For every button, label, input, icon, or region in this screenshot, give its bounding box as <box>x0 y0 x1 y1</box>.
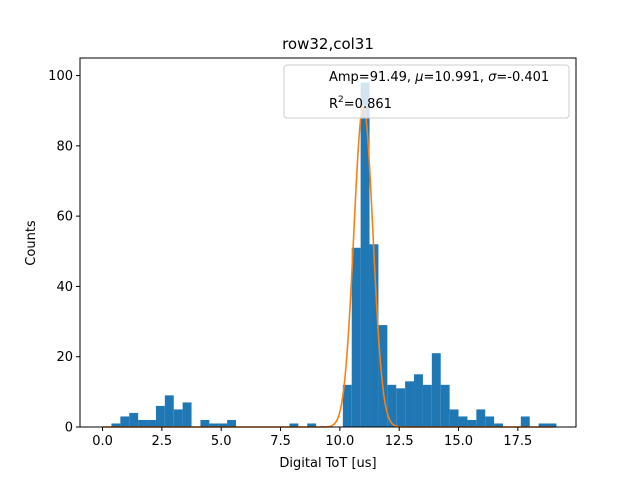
legend-r-text: R <box>329 97 338 112</box>
legend-mu-value: =10.991, <box>423 70 488 85</box>
legend-r-superscript: 2 <box>338 95 344 105</box>
y-tick-label: 80 <box>56 139 73 154</box>
histogram-bar <box>138 419 148 427</box>
y-axis-label: Counts <box>24 220 39 266</box>
histogram-bar <box>164 395 174 427</box>
histogram-bar <box>440 384 450 427</box>
x-tick-label: 2.5 <box>152 434 173 449</box>
x-axis-ticks: 0.0 2.5 5.0 7.5 10.0 12.5 15.0 17.5 <box>92 427 532 449</box>
histogram-bar <box>387 384 397 427</box>
chart-title: row32,col31 <box>282 35 374 53</box>
histogram-bar <box>396 388 406 427</box>
histogram-bar <box>538 423 548 427</box>
x-tick-label: 5.0 <box>211 434 232 449</box>
x-tick-label: 12.5 <box>385 434 414 449</box>
histogram-bar <box>431 353 441 427</box>
histogram-bar <box>227 419 237 427</box>
y-axis-ticks: 0 20 40 60 80 100 <box>48 69 80 436</box>
histogram-bar <box>342 384 352 427</box>
histogram-bar <box>449 409 459 427</box>
plot-frame <box>79 57 577 428</box>
legend-amp-text: Amp=91.49, <box>329 70 415 85</box>
y-tick-label: 100 <box>48 69 73 84</box>
histogram-bar <box>405 381 415 427</box>
histogram-bar <box>476 409 486 427</box>
x-axis-label: Digital ToT [us] <box>279 456 376 471</box>
histogram-bar <box>218 423 228 427</box>
y-tick-label: 0 <box>65 421 73 436</box>
histogram-bar <box>111 423 121 427</box>
histogram-bar <box>209 423 219 427</box>
histogram-bar <box>155 405 165 427</box>
x-tick-label: 17.5 <box>503 434 532 449</box>
histogram-bar <box>369 244 379 427</box>
histogram-bar <box>182 402 192 427</box>
legend: Amp=91.49, μ=10.991, σ=-0.401 R2=0.861 <box>283 64 570 119</box>
legend-entry-params: Amp=91.49, μ=10.991, σ=-0.401 <box>329 70 549 85</box>
histogram-bar <box>378 325 388 427</box>
histogram-bars <box>111 82 557 427</box>
y-tick-label: 60 <box>56 210 73 225</box>
histogram-bar <box>467 419 477 427</box>
histogram-bar <box>129 412 139 427</box>
x-tick-label: 7.5 <box>270 434 291 449</box>
legend-sigma-value: =-0.401 <box>496 70 549 85</box>
histogram-bar <box>422 384 432 427</box>
legend-r2-value: =0.861 <box>344 97 392 112</box>
histogram-bar <box>520 416 530 427</box>
histogram-bar <box>200 419 210 427</box>
histogram-bar <box>147 419 156 427</box>
legend-entry-r2: R2=0.861 <box>329 95 392 112</box>
histogram-bar <box>414 374 423 427</box>
histogram-bar <box>307 423 317 427</box>
histogram-bar <box>360 82 370 427</box>
x-tick-label: 10.0 <box>325 434 354 449</box>
legend-mu-symbol: μ <box>414 70 423 85</box>
histogram-bar <box>289 423 299 427</box>
x-tick-label: 0.0 <box>92 434 113 449</box>
y-tick-label: 40 <box>56 280 73 295</box>
legend-sigma-symbol: σ <box>488 70 497 85</box>
y-tick-label: 20 <box>56 350 73 365</box>
histogram-bar <box>458 416 468 427</box>
histogram-bar <box>485 416 495 427</box>
x-tick-label: 15.0 <box>444 434 473 449</box>
histogram-bar <box>173 409 183 427</box>
histogram-bar <box>494 423 504 427</box>
histogram-bar <box>351 247 361 427</box>
histogram-bar <box>120 416 130 427</box>
legend-box <box>283 64 570 119</box>
histogram-bar <box>547 423 557 427</box>
